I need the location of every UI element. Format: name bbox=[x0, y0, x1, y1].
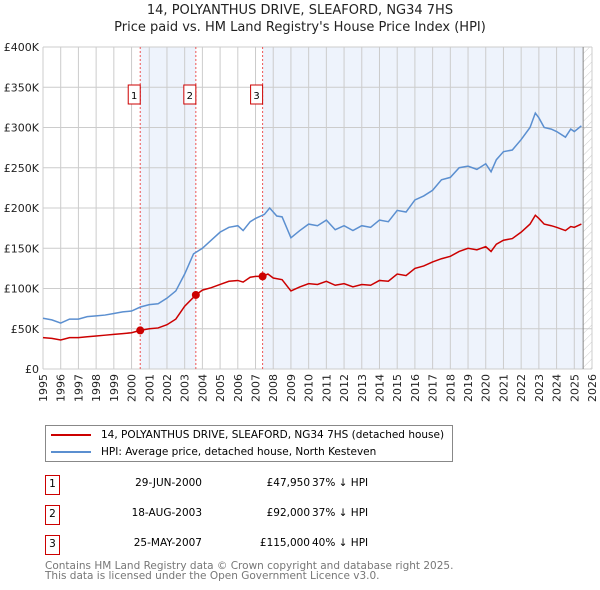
sale-price: £92,000 bbox=[266, 507, 310, 519]
x-tick-label: 2008 bbox=[267, 374, 280, 402]
sale-row: 1 29-JUN-2000 £47,950 37% ↓ HPI bbox=[45, 475, 465, 495]
sale-label-box bbox=[250, 84, 264, 105]
x-tick-label: 2003 bbox=[179, 374, 192, 402]
legend-item-property: 14, POLYANTHUS DRIVE, SLEAFORD, NG34 7HS… bbox=[51, 427, 444, 443]
x-tick-label: 2025 bbox=[568, 374, 581, 402]
y-tick-label: £0 bbox=[25, 363, 39, 376]
x-tick-label: 2004 bbox=[196, 374, 209, 402]
x-tick-label: 2010 bbox=[303, 374, 316, 402]
x-tick-label: 2026 bbox=[586, 374, 599, 402]
y-tick-label: £150K bbox=[4, 242, 40, 255]
y-tick-label: £250K bbox=[4, 162, 40, 175]
x-tick-label: 2005 bbox=[214, 374, 227, 402]
sale-point bbox=[136, 326, 145, 335]
x-tick-label: 2015 bbox=[391, 374, 404, 402]
x-tick-label: 2022 bbox=[515, 374, 528, 402]
x-tick-label: 2007 bbox=[250, 374, 263, 402]
x-tick-label: 2014 bbox=[373, 374, 386, 402]
series-line bbox=[42, 111, 582, 324]
x-tick-label: 1999 bbox=[108, 374, 121, 402]
price-chart: 1995 1996 1997 1998 1999 2000 2001 2002 2003 2004… bbox=[4, 41, 599, 402]
y-tick-label: £400K bbox=[4, 41, 40, 54]
x-tick-label: 2011 bbox=[320, 374, 333, 402]
x-tick-label: 2002 bbox=[161, 374, 174, 402]
sale-label: 3 bbox=[253, 91, 259, 102]
sale-label: 1 bbox=[131, 91, 137, 102]
x-tick-label: 2021 bbox=[497, 374, 510, 402]
sale-hpi-diff: 37% ↓ HPI bbox=[312, 507, 369, 519]
x-tick-label: 2024 bbox=[551, 374, 564, 402]
y-tick-label: £350K bbox=[4, 81, 40, 94]
sale-number: 1 bbox=[45, 475, 60, 495]
sale-date: 29-JUN-2000 bbox=[135, 477, 202, 489]
sale-number: 2 bbox=[45, 505, 60, 525]
sale-hpi-diff: 37% ↓ HPI bbox=[312, 477, 369, 489]
x-tick-label: 1995 bbox=[37, 374, 50, 402]
y-tick-label: £200K bbox=[4, 202, 40, 215]
x-tick-label: 2018 bbox=[444, 374, 457, 402]
sale-row: 2 18-AUG-2003 £92,000 37% ↓ HPI bbox=[45, 505, 465, 525]
chart-subtitle: Price paid vs. HM Land Registry's House … bbox=[114, 20, 486, 35]
sale-label: 2 bbox=[187, 91, 193, 102]
sale-label-box bbox=[127, 84, 141, 105]
sale-price: £115,000 bbox=[259, 537, 310, 549]
footer-line-2: This data is licensed under the Open Gov… bbox=[45, 570, 380, 582]
legend-label: HPI: Average price, detached house, Nort… bbox=[101, 446, 377, 458]
x-tick-label: 2013 bbox=[356, 374, 369, 402]
sale-date: 25-MAY-2007 bbox=[133, 537, 202, 549]
x-tick-label: 1998 bbox=[90, 374, 103, 402]
footer-line-1: Contains HM Land Registry data © Crown c… bbox=[45, 560, 454, 572]
sale-point bbox=[191, 290, 200, 299]
x-tick-label: 2012 bbox=[338, 374, 351, 402]
chart-title: 14, POLYANTHUS DRIVE, SLEAFORD, NG34 7HS bbox=[146, 3, 454, 18]
sale-label-box bbox=[183, 84, 197, 105]
blue-line-swatch bbox=[51, 451, 91, 453]
sale-date: 18-AUG-2003 bbox=[131, 507, 202, 519]
legend: 14, POLYANTHUS DRIVE, SLEAFORD, NG34 7HS… bbox=[45, 425, 453, 462]
legend-label: 14, POLYANTHUS DRIVE, SLEAFORD, NG34 7HS… bbox=[101, 429, 445, 441]
y-tick-label: £300K bbox=[4, 122, 40, 135]
sale-number: 3 bbox=[45, 535, 60, 555]
x-tick-label: 2000 bbox=[126, 374, 139, 402]
x-tick-label: 2016 bbox=[409, 374, 422, 402]
x-tick-label: 1996 bbox=[55, 374, 68, 402]
x-tick-label: 2019 bbox=[462, 374, 475, 402]
x-tick-label: 2017 bbox=[427, 374, 440, 402]
y-tick-label: £100K bbox=[4, 283, 40, 296]
x-tick-label: 2009 bbox=[285, 374, 298, 402]
x-tick-label: 2006 bbox=[232, 374, 245, 402]
red-line-swatch bbox=[51, 434, 91, 436]
sale-hpi-diff: 40% ↓ HPI bbox=[312, 537, 369, 549]
legend-item-hpi: HPI: Average price, detached house, Nort… bbox=[51, 444, 376, 460]
x-tick-label: 2020 bbox=[480, 374, 493, 402]
sale-row: 3 25-MAY-2007 £115,000 40% ↓ HPI bbox=[45, 535, 465, 555]
y-tick-label: £50K bbox=[11, 323, 40, 336]
sale-price: £47,950 bbox=[266, 477, 310, 489]
x-tick-label: 2001 bbox=[143, 374, 156, 402]
sale-point bbox=[258, 272, 267, 281]
x-tick-label: 2023 bbox=[533, 374, 546, 402]
x-tick-label: 1997 bbox=[72, 374, 85, 402]
